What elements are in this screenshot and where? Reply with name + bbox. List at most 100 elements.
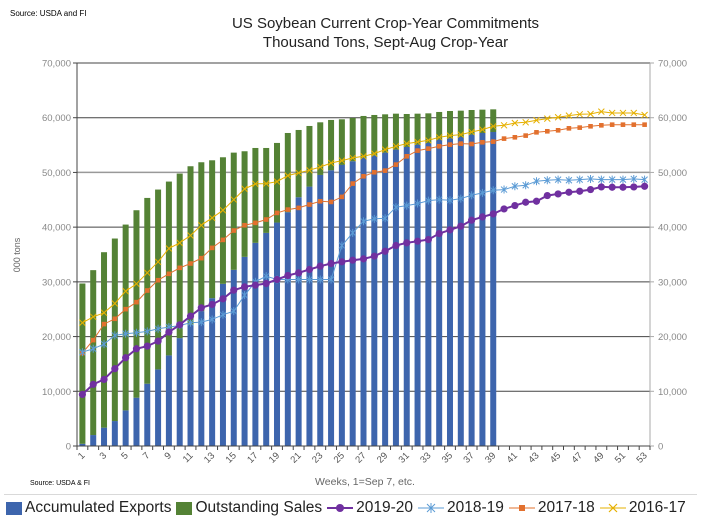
point-2018-19 bbox=[360, 217, 367, 226]
point-2017-18 bbox=[631, 122, 637, 127]
point-2019-20 bbox=[316, 262, 324, 270]
bar-outstanding-sales bbox=[338, 119, 345, 165]
bar-accumulated-exports bbox=[295, 197, 302, 446]
bar-accumulated-exports bbox=[338, 164, 345, 446]
point-2019-20 bbox=[197, 304, 205, 312]
bar-accumulated-exports bbox=[382, 152, 389, 446]
bar-accumulated-exports bbox=[241, 256, 248, 446]
bar-outstanding-sales bbox=[306, 125, 313, 187]
point-2016-17 bbox=[446, 132, 454, 139]
point-2018-19 bbox=[641, 175, 648, 184]
point-2017-18 bbox=[220, 237, 226, 243]
point-2018-19 bbox=[230, 307, 238, 316]
point-2016-17 bbox=[576, 110, 584, 118]
bar-accumulated-exports bbox=[457, 136, 464, 447]
point-2017-18 bbox=[209, 245, 215, 251]
point-2019-20 bbox=[132, 345, 141, 353]
x-tick-label: 1 bbox=[76, 450, 88, 462]
point-2019-20 bbox=[219, 295, 227, 303]
point-2016-17 bbox=[187, 232, 194, 239]
x-tick-label: 5 bbox=[119, 450, 131, 462]
point-2017-18 bbox=[512, 135, 518, 140]
legend-item-2016-17: 2016-17 bbox=[599, 499, 686, 517]
point-2017-18 bbox=[620, 122, 626, 127]
point-2019-20 bbox=[532, 197, 541, 205]
point-2017-18 bbox=[177, 265, 183, 271]
point-2017-18 bbox=[415, 148, 420, 153]
point-2016-17 bbox=[111, 300, 119, 307]
point-2018-19 bbox=[619, 175, 627, 184]
point-2019-20 bbox=[500, 205, 508, 213]
point-2018-19 bbox=[554, 175, 562, 184]
y-tick-label-left: 20,000 bbox=[42, 332, 71, 343]
point-2017-18 bbox=[382, 168, 388, 173]
bar-outstanding-sales bbox=[111, 238, 118, 422]
point-2017-18 bbox=[458, 141, 464, 146]
legend-item-2017-18: 2017-18 bbox=[508, 499, 595, 517]
point-2019-20 bbox=[630, 183, 638, 191]
bar-accumulated-exports bbox=[263, 232, 270, 446]
point-2016-17 bbox=[403, 140, 411, 148]
bar-outstanding-sales bbox=[425, 113, 432, 143]
point-2019-20 bbox=[576, 187, 584, 195]
point-2016-17 bbox=[587, 110, 594, 118]
point-2017-18 bbox=[339, 194, 345, 200]
legend-marker-x-icon bbox=[599, 503, 626, 513]
point-2018-19 bbox=[587, 174, 594, 183]
bar-accumulated-exports bbox=[274, 222, 281, 446]
point-2019-20 bbox=[424, 235, 432, 244]
bar-accumulated-exports bbox=[479, 132, 486, 447]
point-2017-18 bbox=[112, 316, 118, 322]
point-2016-17 bbox=[165, 245, 173, 252]
point-2018-19 bbox=[522, 181, 530, 190]
point-2016-17 bbox=[338, 157, 346, 164]
x-tick-label: 11 bbox=[181, 450, 196, 465]
point-2016-17 bbox=[425, 136, 432, 144]
point-2019-20 bbox=[413, 237, 422, 245]
bar-accumulated-exports bbox=[79, 443, 86, 446]
point-2017-18 bbox=[642, 122, 647, 127]
point-2018-19 bbox=[576, 175, 584, 184]
bar-accumulated-exports bbox=[144, 383, 151, 446]
point-2016-17 bbox=[565, 112, 573, 119]
point-2016-17 bbox=[435, 133, 443, 141]
bar-outstanding-sales bbox=[241, 151, 248, 257]
point-2016-17 bbox=[392, 142, 400, 150]
point-2016-17 bbox=[511, 119, 519, 127]
x-axis-label: Weeks, 1=Sep 7, etc. bbox=[315, 476, 415, 488]
bar-accumulated-exports bbox=[392, 149, 399, 446]
bar-accumulated-exports bbox=[328, 170, 335, 447]
y-tick-label-right: 10,000 bbox=[658, 387, 687, 398]
chart-title-line-2: Thousand Tons, Sept-Aug Crop-Year bbox=[262, 34, 509, 51]
point-2016-17 bbox=[143, 269, 151, 277]
point-2019-20 bbox=[522, 198, 530, 206]
bar-accumulated-exports bbox=[133, 397, 140, 446]
point-2018-19 bbox=[349, 228, 357, 237]
point-2018-19 bbox=[543, 176, 551, 185]
point-2017-18 bbox=[188, 261, 193, 266]
point-2017-18 bbox=[599, 123, 604, 128]
x-tick-label: 31 bbox=[397, 450, 412, 465]
point-2019-20 bbox=[305, 265, 314, 274]
bar-outstanding-sales bbox=[219, 157, 226, 284]
point-2016-17 bbox=[360, 152, 367, 160]
point-2019-20 bbox=[370, 252, 378, 260]
bar-accumulated-exports bbox=[219, 283, 226, 446]
point-2016-17 bbox=[89, 313, 97, 321]
bar-accumulated-exports bbox=[360, 157, 367, 446]
bar-outstanding-sales bbox=[360, 115, 367, 158]
point-2018-19 bbox=[241, 291, 248, 300]
point-2018-19 bbox=[500, 185, 508, 194]
point-2019-20 bbox=[295, 269, 303, 277]
y-tick-label-right: 0 bbox=[658, 442, 663, 453]
point-2018-19 bbox=[489, 186, 497, 195]
point-2017-18 bbox=[372, 169, 377, 175]
point-2016-17 bbox=[630, 109, 638, 117]
point-2017-18 bbox=[436, 143, 442, 149]
bar-outstanding-sales bbox=[187, 166, 194, 325]
y-tick-label-right: 50,000 bbox=[658, 168, 687, 179]
bar-accumulated-exports bbox=[349, 161, 356, 447]
point-2016-17 bbox=[219, 206, 227, 214]
legend-marker-circle-icon bbox=[327, 504, 354, 512]
y-tick-label-right: 70,000 bbox=[658, 59, 687, 70]
